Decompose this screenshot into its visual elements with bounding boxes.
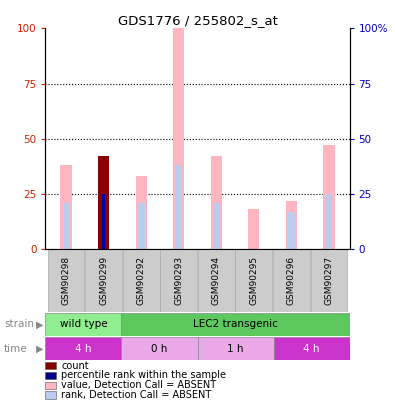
Bar bbox=[288, 211, 295, 249]
Text: GSM90293: GSM90293 bbox=[174, 256, 183, 305]
Bar bbox=[325, 194, 332, 249]
Text: 1 h: 1 h bbox=[227, 344, 244, 354]
Bar bbox=[102, 194, 105, 249]
Text: 0 h: 0 h bbox=[151, 344, 167, 354]
Bar bbox=[211, 156, 222, 249]
Text: ▶: ▶ bbox=[36, 320, 44, 329]
Bar bbox=[160, 249, 197, 312]
Bar bbox=[60, 165, 72, 249]
Bar bbox=[323, 145, 335, 249]
Text: ▶: ▶ bbox=[36, 344, 44, 354]
Bar bbox=[286, 200, 297, 249]
Bar bbox=[122, 313, 350, 336]
Text: value, Detection Call = ABSENT: value, Detection Call = ABSENT bbox=[61, 380, 216, 390]
Bar bbox=[248, 209, 260, 249]
Text: GSM90295: GSM90295 bbox=[249, 256, 258, 305]
Bar bbox=[122, 337, 198, 360]
Bar bbox=[310, 249, 347, 312]
Bar bbox=[63, 203, 70, 249]
Bar bbox=[213, 203, 220, 249]
Text: GSM90297: GSM90297 bbox=[324, 256, 333, 305]
Text: GSM90294: GSM90294 bbox=[212, 256, 221, 305]
Bar bbox=[273, 337, 350, 360]
Bar bbox=[273, 249, 310, 312]
Bar bbox=[235, 249, 272, 312]
Bar bbox=[173, 28, 184, 249]
Text: GSM90296: GSM90296 bbox=[287, 256, 296, 305]
Text: 4 h: 4 h bbox=[75, 344, 92, 354]
Bar bbox=[98, 156, 109, 249]
Text: GSM90299: GSM90299 bbox=[99, 256, 108, 305]
Text: 4 h: 4 h bbox=[303, 344, 320, 354]
Bar bbox=[138, 203, 145, 249]
Bar bbox=[98, 156, 109, 249]
Text: GDS1776 / 255802_s_at: GDS1776 / 255802_s_at bbox=[118, 14, 277, 27]
Bar bbox=[48, 249, 85, 312]
Bar bbox=[123, 249, 160, 312]
Text: time: time bbox=[4, 344, 28, 354]
Bar bbox=[100, 194, 107, 249]
Text: count: count bbox=[61, 361, 89, 371]
Text: wild type: wild type bbox=[60, 320, 107, 329]
Text: strain: strain bbox=[4, 320, 34, 329]
Bar bbox=[198, 249, 235, 312]
Text: LEC2 transgenic: LEC2 transgenic bbox=[193, 320, 278, 329]
Text: GSM90292: GSM90292 bbox=[137, 256, 146, 305]
Text: GSM90298: GSM90298 bbox=[62, 256, 71, 305]
Bar bbox=[175, 165, 182, 249]
Bar bbox=[45, 313, 122, 336]
Bar bbox=[135, 176, 147, 249]
Text: rank, Detection Call = ABSENT: rank, Detection Call = ABSENT bbox=[61, 390, 211, 400]
Bar bbox=[85, 249, 122, 312]
Bar bbox=[198, 337, 274, 360]
Bar bbox=[45, 337, 122, 360]
Text: percentile rank within the sample: percentile rank within the sample bbox=[61, 371, 226, 380]
